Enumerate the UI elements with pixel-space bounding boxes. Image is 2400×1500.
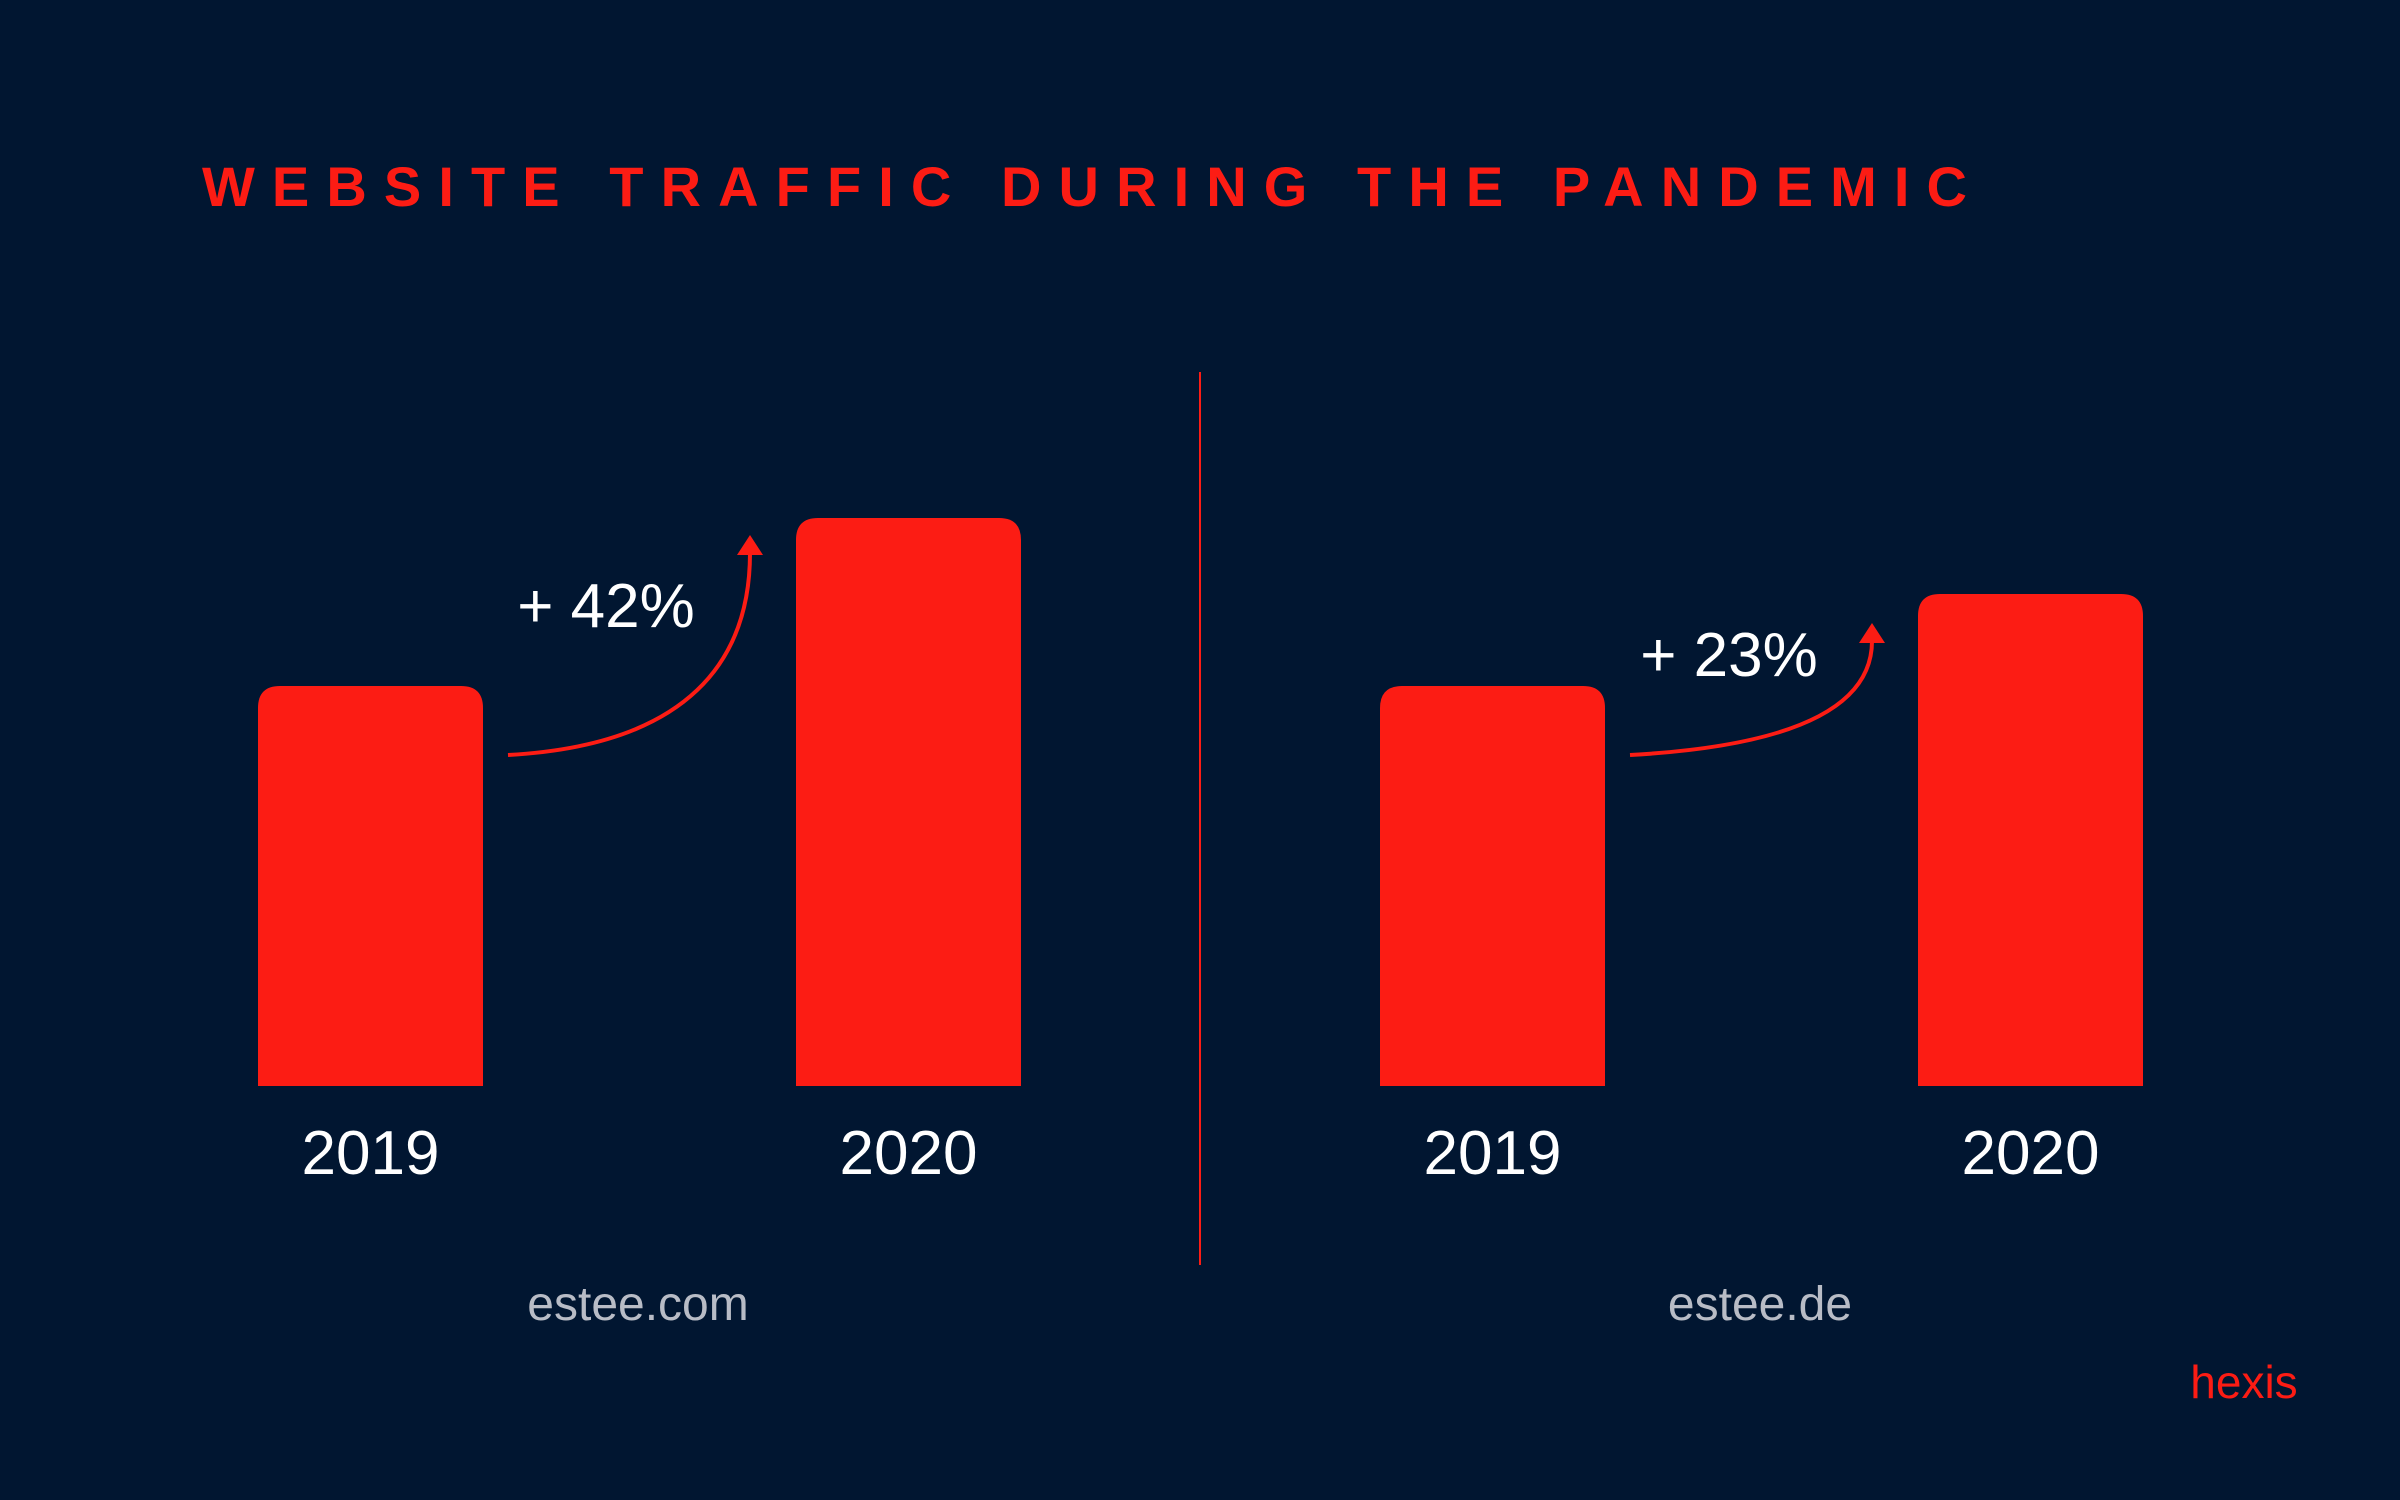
chart-title: WEBSITE TRAFFIC DURING THE PANDEMIC [202,155,1967,218]
arrowhead-icon [737,535,763,555]
growth-arrow [1629,640,1874,757]
brand-logo: hexis [2190,1356,2297,1408]
growth-annotation: + 23% [1640,621,1818,690]
panel-label: estee.com [527,1278,748,1331]
x-tick-label: 2019 [302,1119,440,1188]
arrowhead-icon [1859,623,1885,643]
bar-2019 [258,686,483,1086]
growth-annotation: + 42% [517,572,695,641]
x-tick-label: 2020 [840,1119,978,1188]
bar-2020 [1918,594,2143,1086]
bar-2019 [1380,686,1605,1086]
bar-2020 [796,518,1021,1086]
x-tick-label: 2020 [1962,1119,2100,1188]
x-tick-label: 2019 [1424,1119,1562,1188]
panel-label: estee.de [1668,1278,1852,1331]
growth-arrow [507,552,752,757]
